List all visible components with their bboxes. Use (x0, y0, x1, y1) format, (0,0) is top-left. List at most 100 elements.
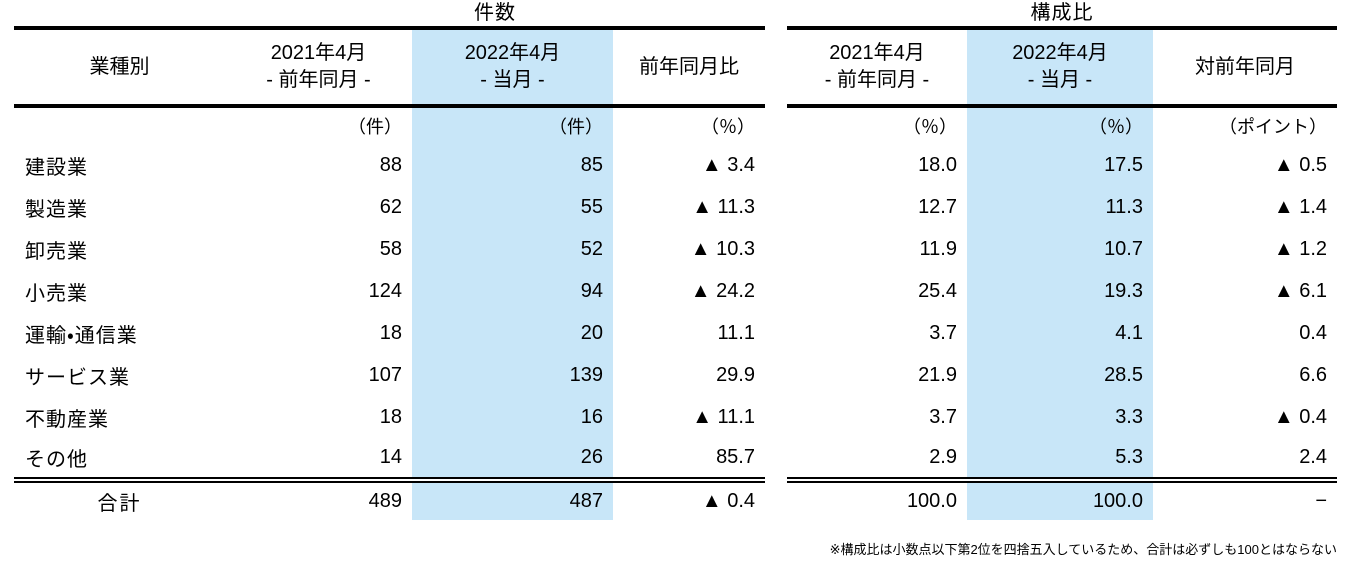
table-row: 製造業 62 55 ▲ 11.3 (14, 186, 765, 228)
cell-share-prev: 3.7 (929, 405, 957, 428)
cell-share-change: ▲ 1.2 (1273, 237, 1327, 260)
total-count-prev: 489 (225, 477, 412, 520)
cell-count-prev: 14 (379, 446, 402, 468)
cell-share-curr: 5.3 (967, 438, 1153, 480)
table-row: 小売業 124 94 ▲ 24.2 (14, 270, 765, 312)
cell-count-change: ▲ 11.1 (692, 405, 755, 428)
header-count-curr-sub: - 当月 - (480, 69, 545, 91)
share-table: 構成比 2021年4月 - 前年同月 - 2022年4月 - 当月 - 対前年同… (787, 2, 1337, 520)
header-industry: 業種別 (14, 28, 225, 108)
table-row: 11.9 10.7 ▲ 1.2 (787, 228, 1337, 270)
industry-label: 小売業 (25, 282, 88, 305)
header-share-prev-sub: - 前年同月 - (824, 69, 930, 91)
total-share-prev: 100.0 (787, 477, 967, 520)
cell-share-curr: 11.3 (967, 186, 1153, 228)
table-row: サービス業 107 139 29.9 (14, 354, 765, 396)
cell-count-prev: 107 (368, 363, 402, 386)
industry-label: 卸売業 (25, 240, 88, 263)
total-row: 合計 489 487 ▲ 0.4 (14, 477, 765, 520)
header-share-change: 対前年同月 (1153, 28, 1337, 108)
table-row: 12.7 11.3 ▲ 1.4 (787, 186, 1337, 228)
cell-count-prev: 58 (379, 237, 402, 260)
total-count-curr: 487 (412, 477, 613, 520)
cell-count-curr: 85 (412, 144, 613, 186)
cell-share-change: ▲ 0.4 (1273, 405, 1327, 428)
unit-share-prev: （％） (903, 117, 957, 137)
cell-share-curr: 3.3 (967, 396, 1153, 438)
total-row: 100.0 100.0 − (787, 477, 1337, 520)
header-share-curr: 2022年4月 - 当月 - (967, 28, 1153, 108)
footnote: ※構成比は小数点以下第2位を四捨五入しているため、合計は必ずしも100とはならな… (829, 542, 1337, 557)
total-count-change: ▲ 0.4 (613, 477, 765, 520)
header-share-curr-year: 2022年4月 (1012, 42, 1108, 64)
cell-share-curr: 19.3 (967, 270, 1153, 312)
table-row: 不動産業 18 16 ▲ 11.1 (14, 396, 765, 438)
cell-share-prev: 21.9 (918, 363, 957, 386)
table-row: 運輸・通信業 18 20 11.1 (14, 312, 765, 354)
header-count-curr: 2022年4月 - 当月 - (412, 28, 613, 108)
cell-count-change: ▲ 10.3 (690, 237, 755, 260)
cell-share-prev: 3.7 (929, 321, 957, 344)
unit-share-curr: （％） (967, 106, 1153, 144)
cell-count-change: ▲ 3.4 (701, 153, 755, 176)
header-count-prev: 2021年4月 - 前年同月 - (225, 28, 412, 108)
cell-share-prev: 12.7 (918, 195, 957, 218)
table-row: その他 14 26 85.7 (14, 438, 765, 480)
cell-count-curr: 139 (412, 354, 613, 396)
cell-count-prev: 18 (379, 405, 402, 428)
table-row: 3.7 3.3 ▲ 0.4 (787, 396, 1337, 438)
count-table-caption: 件数 (474, 2, 516, 24)
total-label: 合計 (14, 477, 225, 520)
cell-share-curr: 28.5 (967, 354, 1153, 396)
share-table-caption: 構成比 (1030, 2, 1094, 24)
cell-share-curr: 17.5 (967, 144, 1153, 186)
total-share-curr: 100.0 (967, 477, 1153, 520)
header-count-curr-year: 2022年4月 (464, 42, 561, 64)
table-row: 21.9 28.5 6.6 (787, 354, 1337, 396)
cell-share-prev: 25.4 (918, 279, 957, 302)
cell-share-curr: 10.7 (967, 228, 1153, 270)
header-count-prev-sub: - 前年同月 - (266, 69, 371, 91)
share-table-grid: 2021年4月 - 前年同月 - 2022年4月 - 当月 - 対前年同月 （％… (787, 26, 1337, 520)
unit-count-change: （％） (701, 117, 755, 137)
cell-share-change: 0.4 (1299, 321, 1327, 344)
cell-share-change: 6.6 (1299, 363, 1327, 386)
count-header-row: 業種別 2021年4月 - 前年同月 - 2022年4月 - 当月 - 前年同月… (14, 28, 765, 108)
cell-share-prev: 18.0 (918, 153, 957, 176)
cell-count-change: 85.7 (716, 446, 755, 468)
cell-count-change: ▲ 24.2 (690, 279, 755, 302)
cell-count-change: 11.1 (717, 321, 755, 344)
cell-share-change: ▲ 0.5 (1273, 153, 1327, 176)
cell-count-prev: 62 (379, 195, 402, 218)
header-share-prev: 2021年4月 - 前年同月 - (787, 28, 967, 108)
units-spacer (14, 106, 225, 144)
table-row: 18.0 17.5 ▲ 0.5 (787, 144, 1337, 186)
header-share-prev-year: 2021年4月 (829, 42, 925, 64)
industry-label: 建設業 (25, 156, 88, 179)
cell-count-prev: 88 (379, 153, 402, 176)
cell-count-change: 29.9 (716, 363, 755, 386)
header-count-prev-year: 2021年4月 (270, 42, 367, 64)
cell-count-change: ▲ 11.3 (692, 195, 755, 218)
share-header-row: 2021年4月 - 前年同月 - 2022年4月 - 当月 - 対前年同月 (787, 28, 1337, 108)
count-table: 件数 業種別 2021年4月 - 前年同月 - 2022年4月 - 当月 - 前… (14, 2, 765, 520)
cell-count-curr: 55 (412, 186, 613, 228)
table-row: 3.7 4.1 0.4 (787, 312, 1337, 354)
industry-label: 製造業 (25, 198, 88, 221)
cell-count-curr: 26 (412, 438, 613, 480)
cell-share-change: ▲ 6.1 (1273, 279, 1327, 302)
cell-share-prev: 2.9 (929, 446, 957, 468)
cell-count-curr: 52 (412, 228, 613, 270)
header-count-change: 前年同月比 (613, 28, 765, 108)
cell-count-curr: 16 (412, 396, 613, 438)
total-share-change: − (1153, 477, 1337, 520)
table-row: 卸売業 58 52 ▲ 10.3 (14, 228, 765, 270)
count-table-grid: 業種別 2021年4月 - 前年同月 - 2022年4月 - 当月 - 前年同月… (14, 26, 765, 520)
cell-count-curr: 20 (412, 312, 613, 354)
cell-count-prev: 124 (368, 279, 402, 302)
cell-share-change: 2.4 (1299, 446, 1327, 468)
table-row: 建設業 88 85 ▲ 3.4 (14, 144, 765, 186)
header-share-curr-sub: - 当月 - (1027, 69, 1093, 91)
cell-share-curr: 4.1 (967, 312, 1153, 354)
table-row: 25.4 19.3 ▲ 6.1 (787, 270, 1337, 312)
